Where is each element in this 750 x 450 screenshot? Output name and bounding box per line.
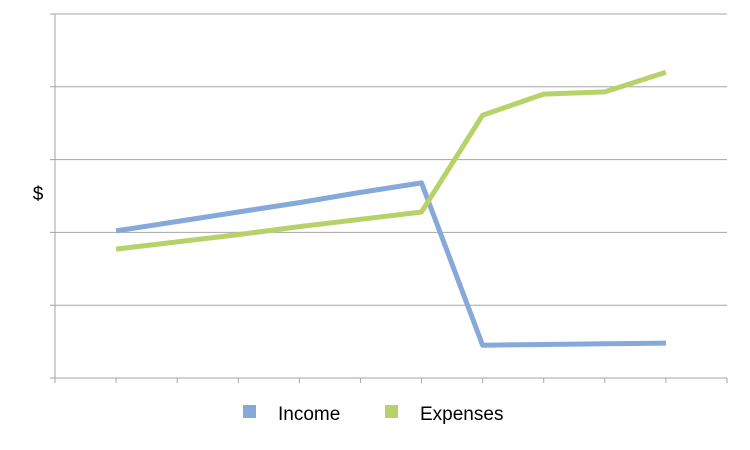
legend-swatch bbox=[385, 405, 398, 418]
y-axis-label: $ bbox=[33, 184, 44, 205]
legend-label: Income bbox=[278, 404, 340, 425]
legend-swatch bbox=[243, 405, 256, 418]
series-line bbox=[115, 69, 667, 252]
legend-label: Expenses bbox=[420, 404, 503, 425]
series-line bbox=[115, 180, 666, 348]
